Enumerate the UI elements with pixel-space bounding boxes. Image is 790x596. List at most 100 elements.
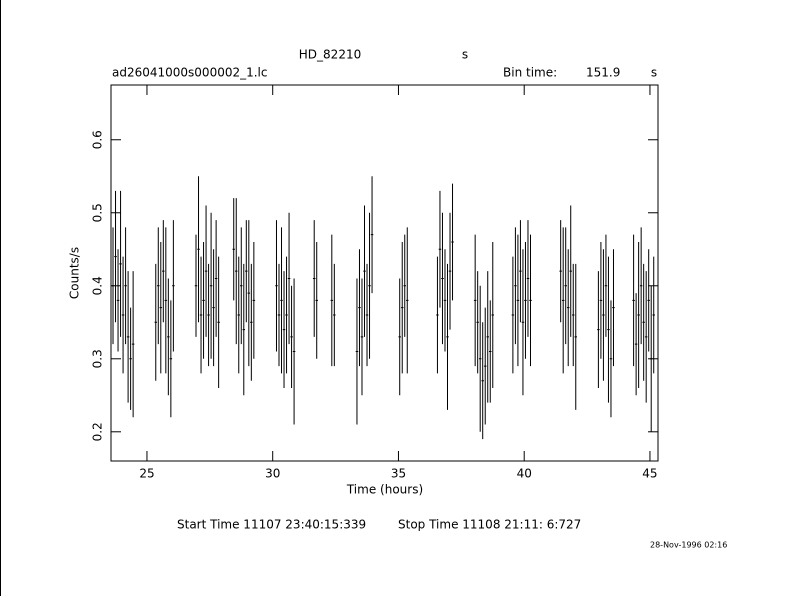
error-bar [292, 278, 296, 425]
bin-time: 151.9 [586, 66, 620, 80]
error-bar [114, 190, 117, 323]
error-bar [486, 271, 489, 403]
error-bar [250, 263, 253, 381]
y-tick-label: 0.6 [91, 130, 105, 149]
error-bar [446, 263, 449, 410]
error-bar [524, 241, 527, 359]
error-bar [609, 300, 613, 418]
error-bar [652, 256, 655, 374]
error-bar [639, 227, 643, 345]
error-bar [561, 227, 565, 374]
error-bar [242, 263, 246, 396]
error-bar [232, 198, 235, 301]
error-bar [599, 241, 603, 359]
error-bar [368, 212, 371, 359]
error-bar [436, 256, 439, 374]
error-bar [491, 241, 495, 388]
error-bar [647, 249, 650, 352]
error-bar [124, 227, 127, 345]
error-bar [365, 263, 369, 367]
error-bar [315, 241, 318, 359]
error-bar [476, 271, 479, 374]
error-bar [607, 256, 610, 403]
error-bar [511, 256, 515, 374]
error-bar [121, 256, 125, 374]
error-bar [172, 220, 175, 352]
error-bar [519, 220, 522, 323]
error-bar [398, 278, 401, 396]
y-tick-label: 0.4 [91, 276, 105, 295]
error-bar [514, 227, 517, 345]
y-tick-label: 0.5 [91, 203, 105, 222]
error-bar [245, 220, 248, 323]
error-bar [164, 227, 168, 374]
error-bar [574, 263, 578, 410]
error-bar [400, 241, 404, 374]
y-tick-label: 0.3 [91, 349, 105, 368]
subtitle: ad26041000s000002_1.lc [112, 66, 268, 80]
error-bar [280, 227, 283, 374]
error-bar [566, 249, 570, 367]
error-bar [649, 285, 653, 432]
error-bar [441, 212, 444, 345]
error-bar [207, 263, 210, 367]
start-time: Start Time 11107 23:40:15:339 [177, 518, 366, 532]
error-bar [564, 227, 567, 345]
error-bar [473, 234, 477, 367]
error-bar [333, 263, 336, 367]
error-bar [483, 307, 487, 425]
error-bar [131, 271, 135, 418]
error-bar [197, 176, 200, 323]
x-axis-label: Time (hours) [346, 483, 423, 497]
error-bar [287, 212, 291, 345]
error-bar [119, 190, 122, 337]
plot-frame [110, 84, 659, 462]
error-bar [217, 256, 220, 388]
date-stamp: 28-Nov-1996 02:16 [650, 541, 727, 550]
error-bar [330, 234, 334, 367]
error-bar [212, 249, 215, 367]
error-bar [202, 241, 205, 359]
title-unit: s [462, 48, 468, 62]
error-bar [237, 256, 241, 374]
error-bar [559, 220, 562, 323]
error-bar [234, 198, 238, 345]
error-bar [604, 234, 608, 337]
error-bar [360, 278, 364, 396]
error-bar [642, 263, 645, 381]
error-bar [285, 256, 288, 374]
error-bar [240, 227, 243, 345]
y-tick-label: 0.2 [91, 422, 105, 441]
error-bar [634, 293, 638, 396]
error-bar [637, 241, 640, 388]
error-bar [204, 205, 208, 337]
error-bar [162, 220, 165, 323]
error-bar [521, 249, 525, 396]
error-bar [602, 249, 605, 381]
error-bar [403, 234, 407, 337]
bin-time-label: Bin time: [503, 66, 557, 80]
error-bar [438, 190, 442, 308]
error-bar [363, 205, 366, 337]
x-tick-label: 25 [139, 467, 154, 481]
x-tick-label: 30 [265, 467, 280, 481]
error-bar [526, 220, 530, 337]
error-bar [448, 212, 452, 330]
error-bar [644, 271, 648, 403]
bin-time-unit: s [651, 66, 657, 80]
error-bar [247, 220, 251, 367]
y-axis-label: Counts/s [68, 247, 82, 299]
error-bar [516, 234, 520, 367]
error-bar [111, 227, 115, 345]
error-bar [370, 176, 374, 294]
error-bar [478, 285, 482, 432]
error-bar [529, 234, 532, 367]
error-bar [209, 212, 213, 359]
error-bar [312, 220, 316, 337]
error-bar [277, 263, 281, 367]
error-bar [290, 285, 293, 388]
error-bar [126, 271, 130, 403]
error-bar [116, 249, 120, 352]
error-bar [443, 249, 447, 352]
